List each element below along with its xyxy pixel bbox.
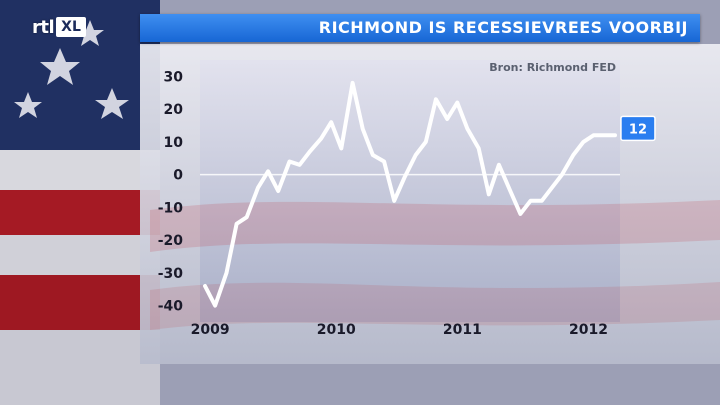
data-point [382, 160, 386, 164]
y-tick-label: -30 [158, 266, 184, 282]
data-point [528, 199, 532, 203]
title-bar: RICHMOND IS RECESSIEVREES VOORBIJ [140, 14, 700, 42]
data-point [455, 101, 459, 105]
logo-box-text: XL [56, 17, 86, 37]
rtlxl-logo: rtl XL [32, 16, 86, 38]
data-point [581, 140, 585, 144]
data-point [424, 140, 428, 144]
data-point [235, 222, 239, 226]
data-point [361, 127, 365, 131]
end-label-text: 12 [629, 122, 647, 137]
y-axis: 30 20 10 0 -10 -20 -30 -40 [158, 69, 184, 314]
data-point [414, 153, 418, 157]
data-point [339, 146, 343, 150]
data-point [298, 163, 302, 167]
data-point [266, 169, 270, 173]
data-point [487, 192, 491, 196]
data-point [550, 186, 554, 190]
y-tick-label: 0 [173, 168, 183, 184]
data-points [203, 81, 617, 308]
data-point [329, 120, 333, 124]
data-point [392, 199, 396, 203]
x-axis: 2009 2010 2011 2012 [191, 322, 608, 338]
data-point [203, 284, 207, 288]
end-value-label: 12 [620, 115, 656, 142]
data-point [571, 153, 575, 157]
x-tick-label: 2009 [191, 322, 230, 338]
data-point [465, 127, 469, 131]
data-point [540, 199, 544, 203]
data-point [319, 137, 323, 141]
data-point [308, 150, 312, 154]
data-point [518, 212, 522, 216]
data-point [351, 81, 355, 85]
data-point [276, 189, 280, 193]
y-tick-label: 10 [164, 135, 184, 151]
chart-title: RICHMOND IS RECESSIEVREES VOORBIJ [318, 18, 688, 37]
data-point [560, 173, 564, 177]
x-tick-label: 2010 [317, 322, 356, 338]
source-label: Bron: Richmond FED [489, 61, 616, 74]
data-point [613, 133, 617, 137]
y-tick-label: -20 [158, 233, 184, 249]
data-point [445, 117, 449, 121]
data-point [288, 160, 292, 164]
logo-text: rtl [32, 16, 55, 38]
y-tick-label: 20 [164, 102, 184, 118]
data-point [371, 153, 375, 157]
data-point [477, 146, 481, 150]
data-point [508, 189, 512, 193]
y-tick-label: 30 [164, 69, 184, 85]
data-point [497, 163, 501, 167]
data-point [213, 304, 217, 308]
data-point [603, 133, 607, 137]
x-tick-label: 2011 [443, 322, 482, 338]
y-tick-label: -40 [158, 299, 184, 315]
data-point [256, 186, 260, 190]
series-line [203, 80, 617, 308]
data-point [224, 271, 228, 275]
data-point [434, 97, 438, 101]
data-point [592, 133, 596, 137]
data-point [402, 176, 406, 180]
y-tick-label: -10 [158, 200, 184, 216]
x-tick-label: 2012 [569, 322, 608, 338]
end-label-box [620, 115, 656, 142]
data-point [245, 215, 249, 219]
